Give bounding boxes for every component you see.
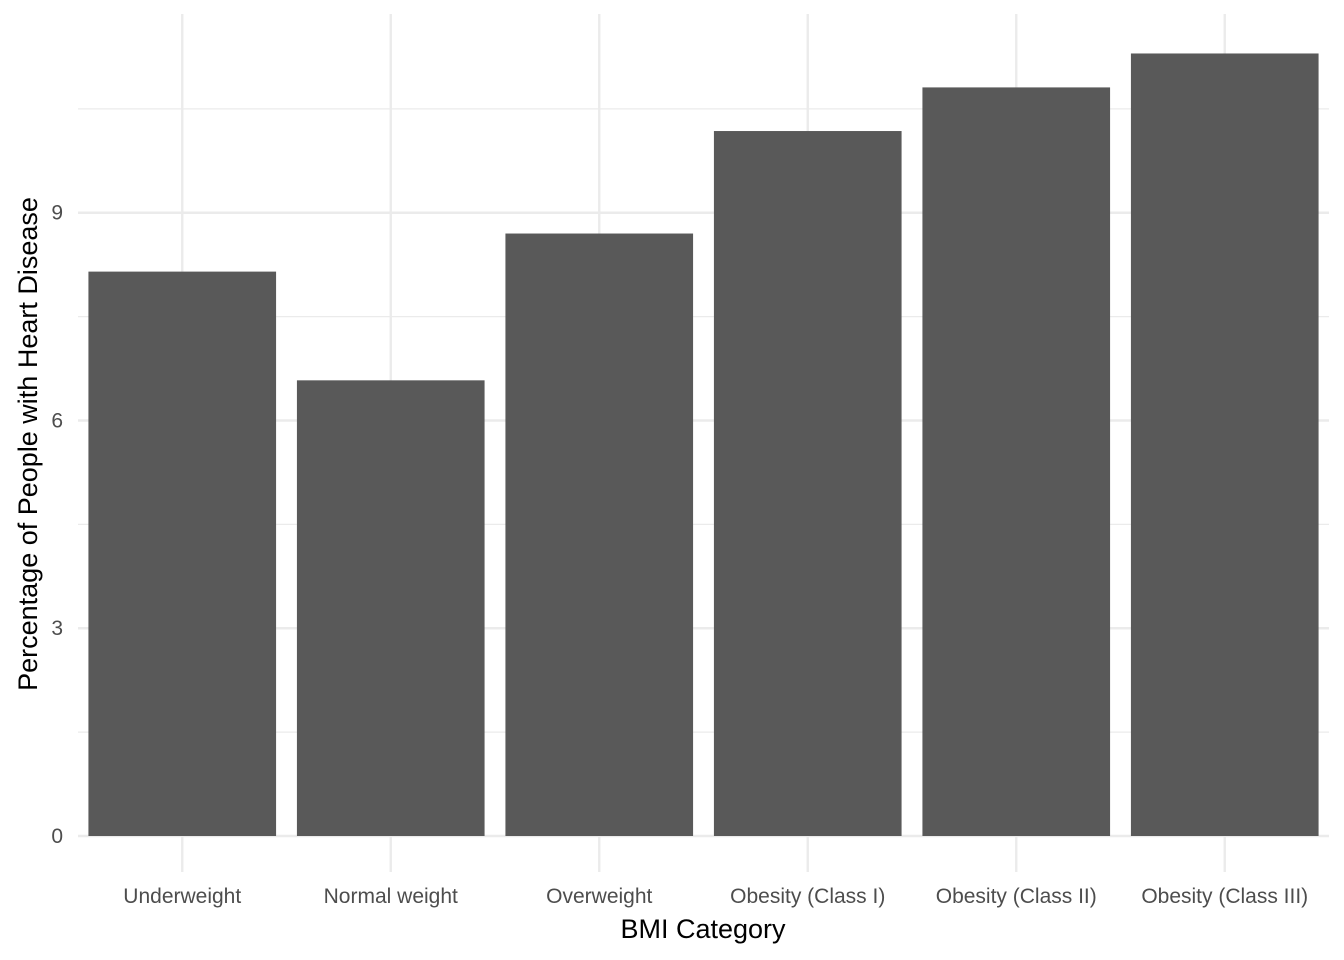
x-tick-label: Underweight [123, 885, 241, 908]
bar [296, 380, 485, 836]
bar [505, 233, 694, 836]
minor-gridlines [78, 108, 1329, 733]
y-tick-label: 9 [51, 202, 63, 225]
x-tick-label: Obesity (Class II) [936, 885, 1097, 908]
x-tick-label: Obesity (Class I) [730, 885, 885, 908]
bars [88, 53, 1319, 837]
x-tick-label: Overweight [546, 885, 652, 908]
y-tick-label: 0 [51, 825, 63, 848]
bar [922, 87, 1111, 837]
x-tick-label: Obesity (Class III) [1141, 885, 1308, 908]
y-tick-label: 6 [51, 409, 63, 432]
bar [1130, 53, 1319, 837]
bar [88, 271, 277, 836]
x-axis-title: BMI Category [620, 914, 786, 944]
x-tick-labels: Underweight Normal weight Overweight Obesit… [123, 885, 1308, 908]
x-tick-label: Normal weight [324, 885, 458, 908]
bar [713, 131, 902, 837]
y-tick-labels: 0 3 6 9 [51, 202, 63, 848]
y-tick-label: 3 [51, 617, 63, 640]
y-axis-title: Percentage of People with Heart Disease [13, 197, 43, 691]
